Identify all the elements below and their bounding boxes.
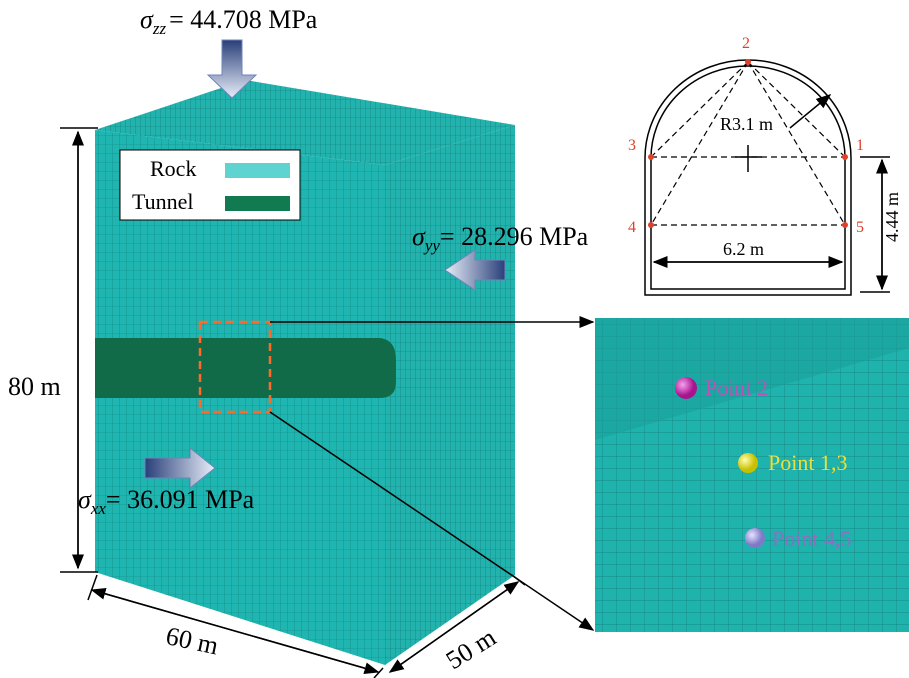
radius-label: R3.1 m bbox=[720, 114, 773, 134]
point-label: Point 1,3 bbox=[768, 450, 847, 475]
legend-swatch bbox=[225, 196, 290, 211]
dimension-label: 60 m bbox=[163, 621, 221, 660]
diagram: Rock Tunnel σzz= 44.708 MPa σyy= 28.296 … bbox=[0, 0, 909, 678]
legend-swatch bbox=[225, 163, 290, 178]
point-marker bbox=[675, 377, 697, 399]
stress-label: σzz= 44.708 MPa bbox=[140, 5, 318, 38]
text-part: yy bbox=[423, 236, 441, 255]
point-number: 4 bbox=[628, 219, 636, 236]
legend-label: Rock bbox=[150, 156, 196, 181]
section-points bbox=[648, 59, 848, 228]
tunnel-section bbox=[645, 60, 890, 295]
text-part: = 36.091 MPa bbox=[106, 485, 255, 514]
text-part: zz bbox=[152, 19, 167, 38]
tunnel bbox=[95, 338, 396, 398]
text-part: = 28.296 MPa bbox=[440, 222, 589, 251]
wall-label: 4.44 m bbox=[882, 192, 902, 242]
point-label: Point 4,5 bbox=[772, 526, 851, 551]
point-number: 1 bbox=[856, 137, 864, 154]
dimension-label: 80 m bbox=[8, 372, 61, 401]
point-marker bbox=[745, 528, 765, 548]
span-label: 6.2 m bbox=[723, 239, 764, 259]
page: {"stresses":{"zz":{"symbol":"σ","sub":"z… bbox=[0, 0, 909, 678]
side-face bbox=[385, 125, 515, 665]
point-number: 2 bbox=[742, 35, 750, 52]
point-number: 3 bbox=[628, 137, 636, 154]
text-part: = 44.708 MPa bbox=[169, 5, 318, 34]
point-marker bbox=[738, 453, 758, 473]
text-part: xx bbox=[90, 499, 107, 518]
point-label: Point 2 bbox=[705, 375, 768, 400]
point-number: 5 bbox=[856, 219, 864, 236]
legend-label: Tunnel bbox=[132, 189, 194, 214]
